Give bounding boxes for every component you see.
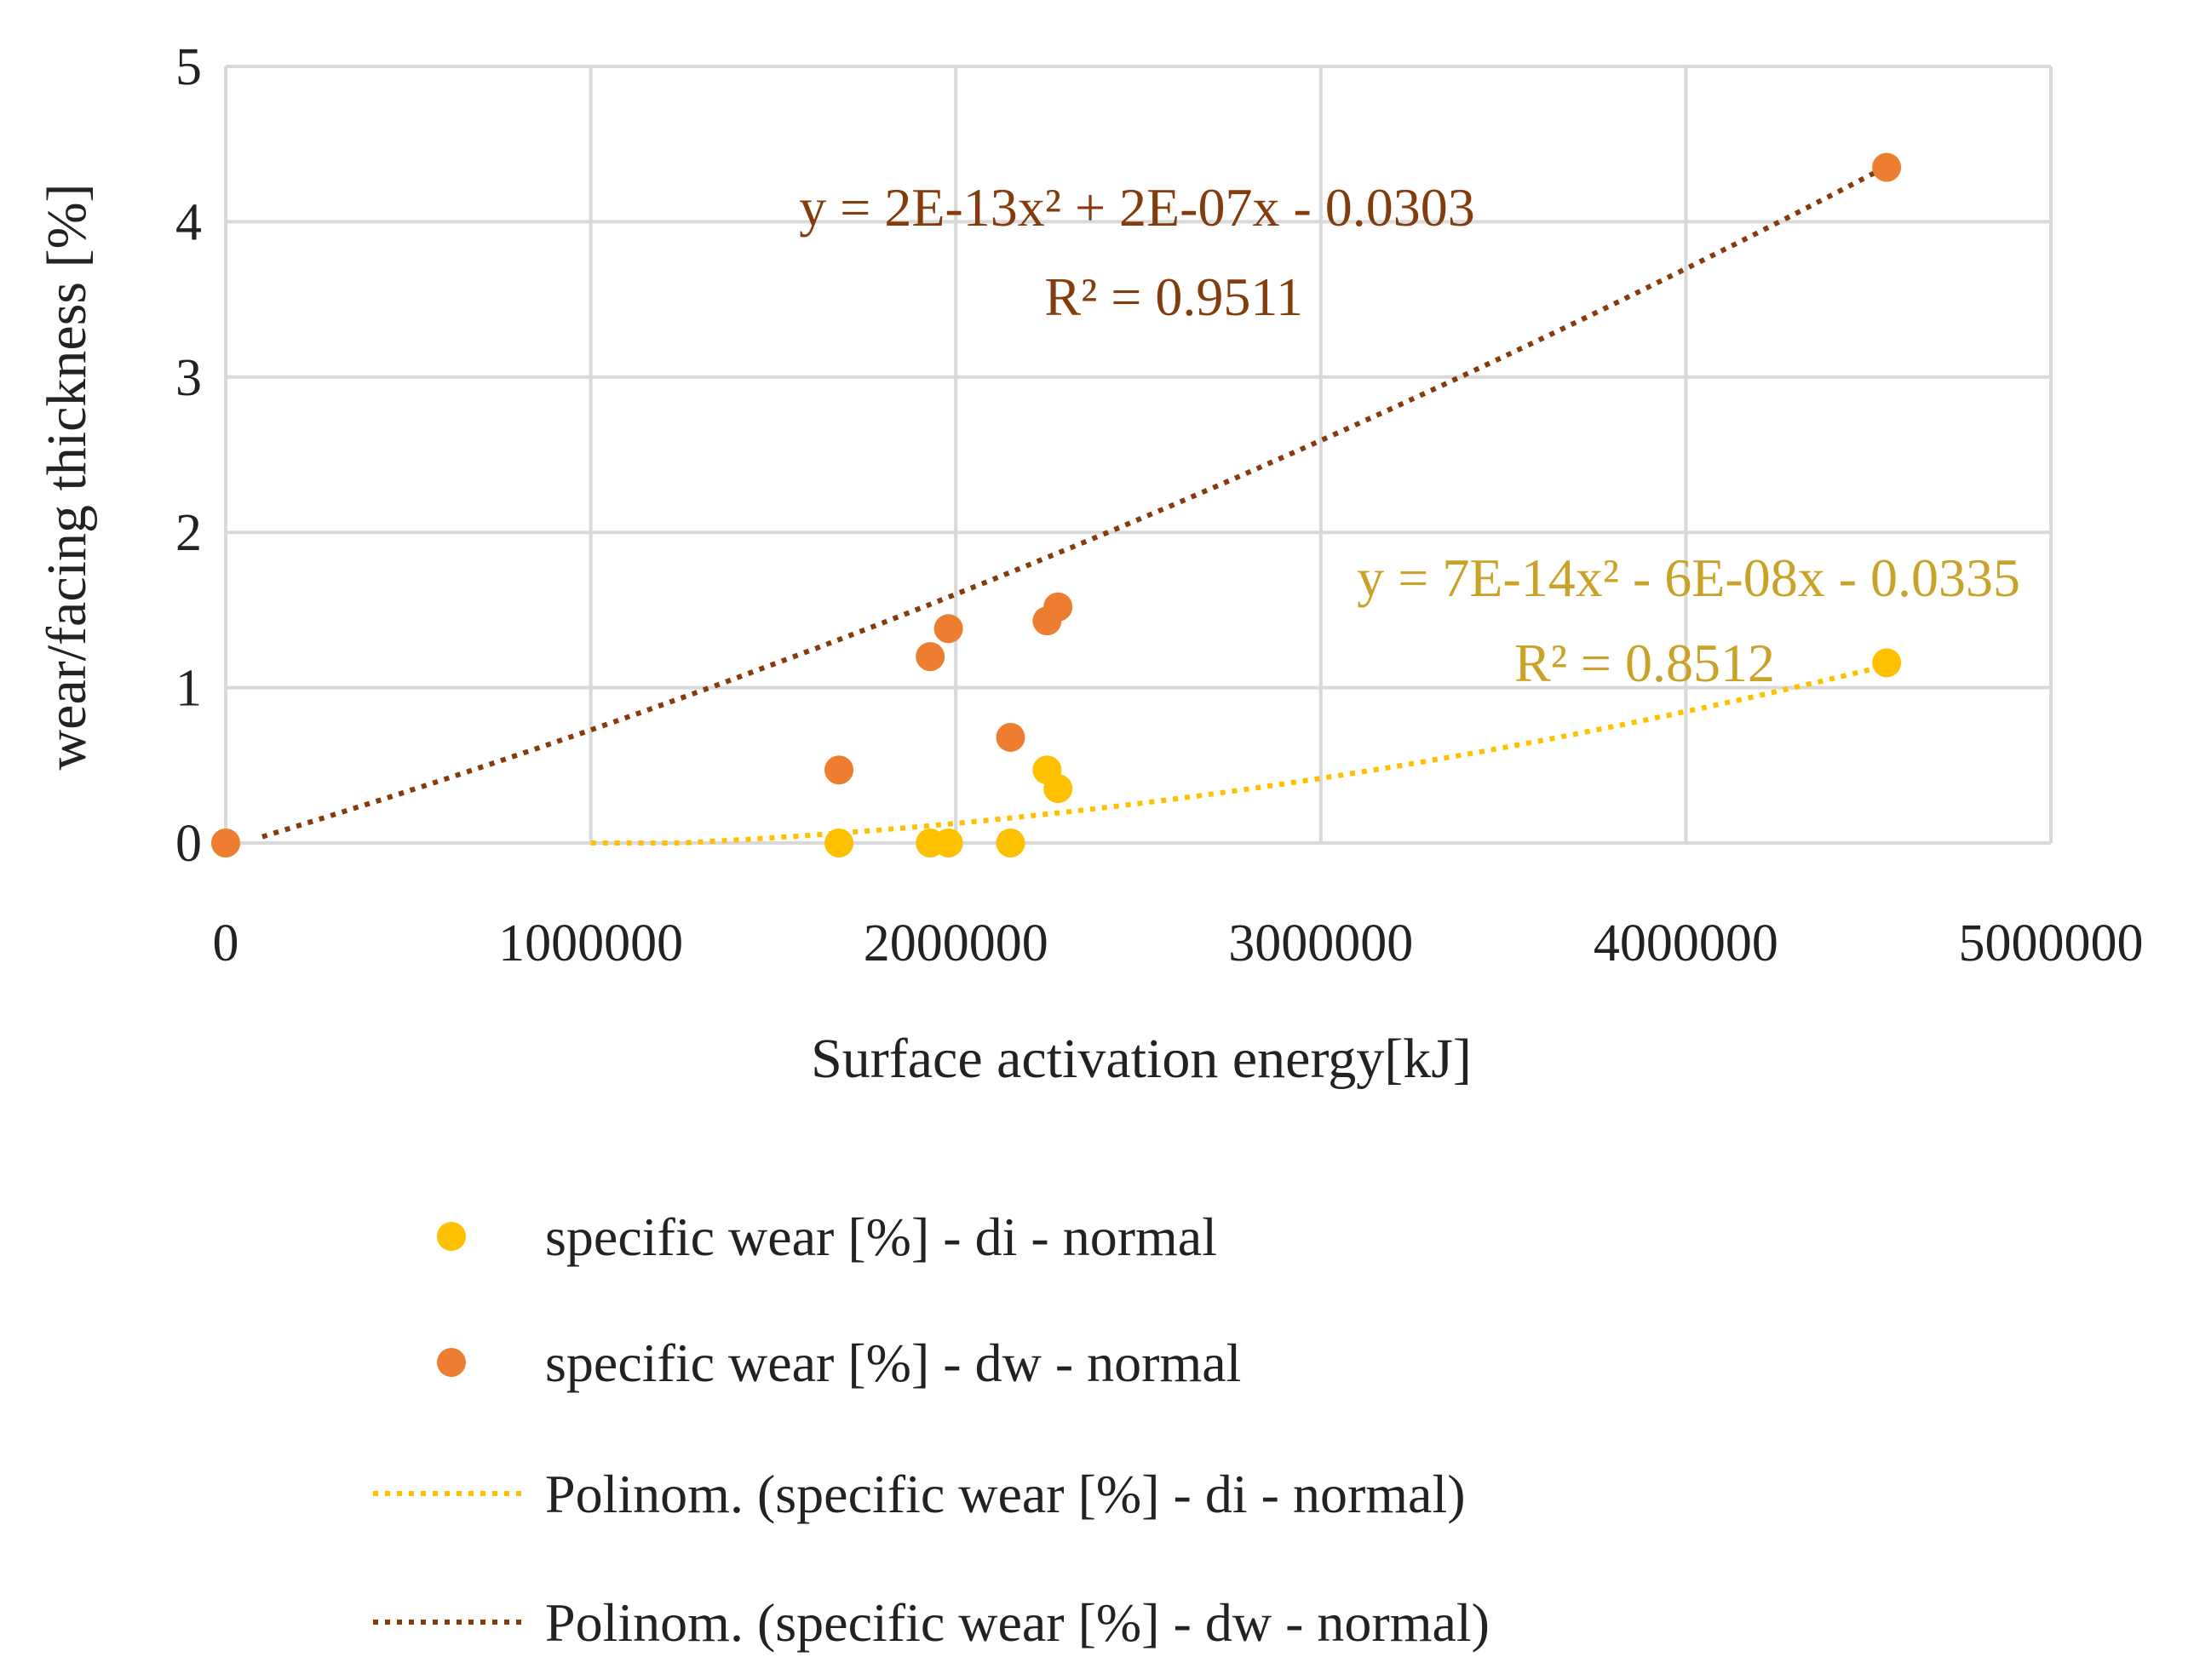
dw-trendline	[261, 163, 1888, 840]
dw-trendline-equation: y = 2E-13x² + 2E-07x - 0.0303	[799, 177, 1475, 238]
y-tick-label: 4	[175, 193, 202, 251]
x-tick-label: 0	[213, 915, 239, 972]
di-trendline	[590, 662, 1887, 846]
dw-trendline-r2: R² = 0.9511	[1044, 267, 1303, 327]
data-points	[211, 152, 1902, 857]
point-dw	[824, 755, 854, 785]
legend-marker-di	[437, 1222, 466, 1251]
legend-label-di: specific wear [%] - di - normal	[545, 1207, 1217, 1267]
y-axis-title: wear/facing thickness [%]	[36, 183, 98, 770]
y-tick-label: 3	[175, 349, 202, 407]
point-di	[1872, 648, 1902, 678]
x-axis-title: Surface activation energy[kJ]	[811, 1028, 1472, 1090]
y-tick-label: 2	[175, 504, 202, 562]
trendlines	[261, 163, 1888, 846]
di-trendline-equation: y = 7E-14x² - 6E-08x - 0.0335	[1357, 548, 2020, 608]
point-dw	[933, 614, 963, 644]
point-dw	[211, 829, 240, 857]
point-di	[824, 829, 854, 857]
grid	[224, 65, 2053, 845]
y-tick-label: 0	[175, 815, 202, 873]
point-di	[933, 829, 963, 857]
point-dw	[1043, 592, 1073, 622]
y-tick-label: 1	[175, 660, 202, 718]
legend: specific wear [%] - di - normal specific…	[373, 1207, 1490, 1653]
di-trendline-r2: R² = 0.8512	[1514, 633, 1775, 693]
legend-marker-dw	[437, 1348, 466, 1377]
point-dw	[1872, 152, 1902, 182]
legend-label-dw: specific wear [%] - dw - normal	[545, 1333, 1241, 1393]
point-di	[996, 829, 1025, 857]
tick-labels: 0 1 2 3 4 5 0 1000000 2000000 3000000 4000000 50000…	[175, 38, 2144, 972]
point-di	[1043, 774, 1073, 804]
y-tick-label: 5	[175, 38, 202, 96]
point-dw	[996, 722, 1025, 752]
x-tick-label: 2000000	[864, 915, 1048, 972]
x-tick-label: 3000000	[1228, 915, 1413, 972]
legend-label-dw-trend: Polinom. (specific wear [%] - dw - norma…	[545, 1592, 1490, 1653]
point-dw	[916, 642, 945, 672]
x-tick-label: 4000000	[1594, 915, 1778, 972]
x-tick-label: 5000000	[1959, 915, 2144, 972]
legend-label-di-trend: Polinom. (specific wear [%] - di - norma…	[545, 1464, 1466, 1524]
x-tick-label: 1000000	[498, 915, 683, 972]
